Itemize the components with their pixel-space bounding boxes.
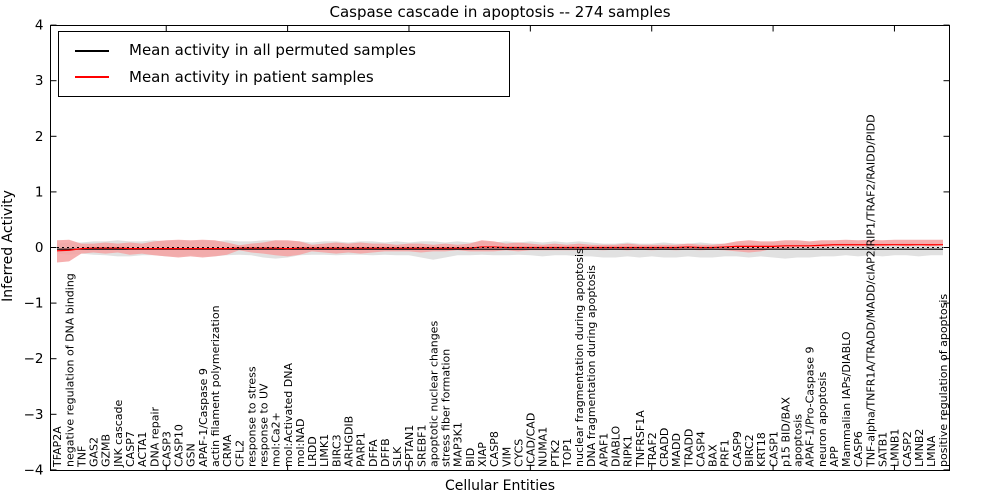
x-category-label: DNA fragmentation during apoptosis — [585, 265, 598, 467]
x-category-label: LIMK1 — [318, 434, 331, 467]
x-category-label: MAP3K1 — [452, 422, 465, 467]
x-category-label: APAF1 — [597, 433, 610, 467]
x-category-label: BAX — [707, 444, 720, 467]
x-category-label: DNA repair — [148, 406, 161, 467]
x-category-label: PARP1 — [355, 432, 368, 467]
x-category-label: p15 BID/BAX — [779, 396, 792, 467]
x-category-label: LMNB2 — [913, 429, 926, 467]
x-category-label: actin filament polymerization — [209, 305, 222, 467]
x-category-label: CASP9 — [731, 431, 744, 467]
x-category-label: CASP6 — [852, 431, 865, 467]
x-category-label: CASP3 — [160, 431, 173, 467]
x-category-label: LMNA — [925, 435, 938, 467]
x-category-label: XIAP — [476, 442, 489, 467]
x-category-label: ICAD/CAD — [525, 413, 538, 467]
x-category-label: PRF1 — [719, 439, 732, 467]
y-tick-label: 2 — [35, 129, 44, 145]
x-category-label: TRAF2 — [646, 432, 659, 468]
patient-line-swatch — [75, 76, 109, 79]
x-category-label: CASP2 — [901, 431, 914, 467]
patient-mean-line — [56, 244, 943, 252]
x-category-label: TFAP2A — [51, 426, 64, 468]
x-category-label: APAF-1/Caspase 9 — [197, 368, 210, 467]
x-category-label: Mammalian IAPs/DIABLO — [840, 331, 853, 467]
x-category-label: CASP8 — [488, 431, 501, 467]
x-category-label: GAS2 — [88, 437, 101, 467]
y-tick-label: −2 — [24, 351, 44, 367]
y-tick-label: −1 — [24, 296, 44, 312]
legend-label-permuted: Mean activity in all permuted samples — [129, 41, 416, 60]
x-category-label: mol:Ca2+ — [270, 412, 283, 467]
y-tick-label: 4 — [35, 18, 44, 34]
x-category-label: APAF-1/Pro-Caspase 9 — [804, 347, 817, 467]
x-category-label: positive regulation of apoptosis — [937, 294, 950, 467]
x-category-label: apoptotic nuclear changes — [427, 321, 440, 467]
x-category-label: CFL2 — [233, 440, 246, 467]
x-category-label: CASP7 — [124, 431, 137, 467]
x-category-label: SPTAN1 — [403, 425, 416, 467]
legend-entry-permuted: Mean activity in all permuted samples — [59, 43, 509, 58]
x-category-label: nuclear fragmentation during apoptosis — [573, 248, 586, 467]
x-category-label: DIABLO — [610, 425, 623, 467]
x-category-label: MADD — [670, 433, 683, 467]
legend-entry-patient: Mean activity in patient samples — [59, 67, 509, 86]
x-category-label: APP — [828, 446, 841, 467]
x-category-label: mol:Activated DNA — [282, 363, 295, 467]
x-category-label: VIM — [500, 447, 513, 467]
x-category-label: ARHGDIB — [342, 416, 355, 467]
x-category-label: response to UV — [258, 383, 271, 467]
x-category-label: CASP4 — [694, 431, 707, 467]
x-category-label: neuron apoptosis — [816, 372, 829, 467]
y-tick-label: −4 — [24, 462, 44, 478]
chart-title: Caspase cascade in apoptosis -- 274 samp… — [329, 3, 671, 21]
x-category-label: JNK cascade — [112, 400, 125, 468]
x-category-label: CRADD — [658, 428, 671, 467]
y-tick-label: −3 — [24, 407, 44, 423]
x-category-label: BIRC3 — [330, 434, 343, 467]
y-tick-label: 3 — [35, 73, 44, 89]
x-category-label: response to stress — [245, 366, 258, 467]
x-category-label: KRT18 — [755, 432, 768, 467]
legend: Mean activity in all permuted samples Me… — [58, 31, 510, 97]
x-axis-title: Cellular Entities — [444, 478, 556, 494]
y-tick-label: 0 — [35, 240, 44, 256]
y-tick-label: 1 — [35, 184, 44, 200]
x-category-label: negative regulation of DNA binding — [63, 273, 76, 467]
x-category-label: GZMB — [100, 434, 113, 467]
x-category-label: SREBF1 — [415, 425, 428, 467]
x-category-label: DFFB — [379, 438, 392, 467]
x-category-label: DFFA — [367, 439, 380, 467]
x-category-label: stress fiber formation — [440, 349, 453, 467]
x-category-label: TNFRSF1A — [634, 410, 647, 468]
patient-band — [57, 239, 943, 263]
x-category-label: PTK2 — [549, 439, 562, 467]
x-category-label: LMNB1 — [889, 429, 902, 467]
x-category-label: LRDD — [306, 436, 319, 467]
x-category-label: RIPK1 — [622, 435, 635, 467]
x-category-label: SATB1 — [877, 432, 890, 467]
legend-label-patient: Mean activity in patient samples — [129, 67, 374, 86]
x-category-label: GSN — [185, 443, 198, 467]
x-category-label: CYCS — [512, 439, 525, 467]
x-category-label: TRADD — [682, 429, 695, 468]
x-category-label: BIRC2 — [743, 434, 756, 467]
x-category-label: TNF — [75, 446, 88, 468]
x-category-label: CRMA — [221, 434, 234, 467]
permuted-line-swatch — [75, 49, 109, 52]
x-category-label: SLK — [391, 446, 404, 467]
x-category-label: TNF-alpha/TNFR1A/TRADD/MADD/cIAP2/RIP1/T… — [864, 114, 877, 468]
x-category-label: apoptosis — [792, 414, 805, 467]
x-category-label: CASP1 — [767, 431, 780, 467]
x-category-label: CASP10 — [173, 424, 186, 467]
x-category-label: mol:NAD — [294, 419, 307, 467]
x-category-label: NUMA1 — [537, 427, 550, 467]
x-category-label: TOP1 — [561, 438, 574, 468]
x-category-label: ACTA1 — [136, 432, 149, 467]
x-category-label: BID — [464, 448, 477, 467]
